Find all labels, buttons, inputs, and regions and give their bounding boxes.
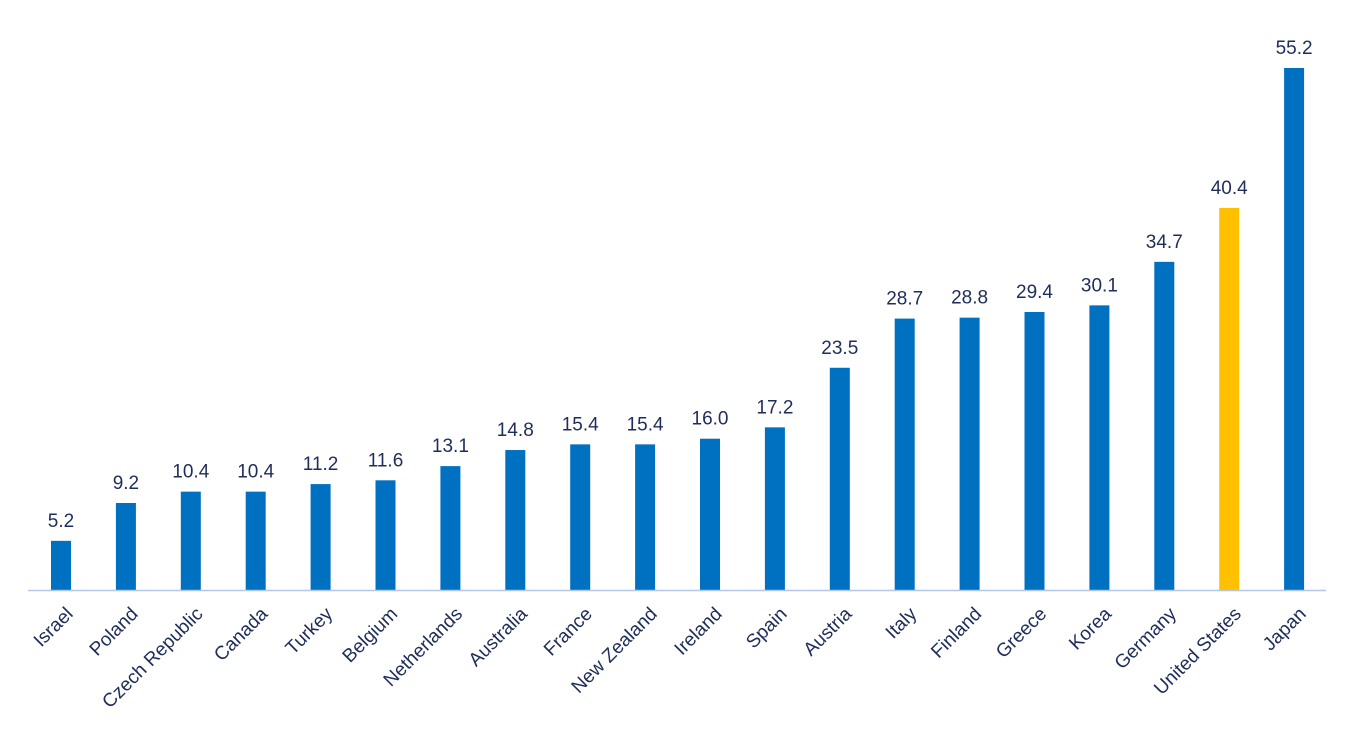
bar-korea	[1089, 305, 1110, 590]
category-label: Poland	[86, 604, 143, 661]
value-label: 9.2	[113, 473, 139, 494]
bar-netherlands	[440, 466, 461, 590]
value-label: 15.4	[562, 414, 599, 435]
value-label: 28.7	[886, 289, 923, 310]
value-label: 17.2	[756, 397, 793, 418]
bar-greece	[1024, 311, 1045, 590]
value-label: 15.4	[627, 414, 664, 435]
category-label: Canada	[210, 603, 272, 665]
value-label: 13.1	[432, 436, 469, 457]
value-label: 28.8	[951, 288, 988, 309]
value-label: 30.1	[1081, 275, 1118, 296]
category-label: Italy	[882, 603, 922, 643]
bar-united-states	[1219, 207, 1240, 590]
bar-finland	[959, 317, 980, 590]
bar-czech-republic	[180, 491, 201, 590]
bar-france	[570, 444, 591, 590]
bar-italy	[894, 318, 915, 590]
category-label: Japan	[1259, 604, 1310, 655]
bar-spain	[764, 427, 785, 590]
bar-australia	[505, 450, 526, 590]
value-label: 40.4	[1211, 178, 1248, 199]
value-label: 10.4	[172, 462, 209, 483]
bar-canada	[245, 491, 266, 590]
value-label: 55.2	[1276, 38, 1313, 59]
category-label: Greece	[992, 604, 1051, 663]
category-label: Australia	[465, 603, 532, 670]
bar-germany	[1154, 261, 1175, 590]
bar-turkey	[310, 484, 331, 590]
value-label: 5.2	[48, 511, 74, 532]
category-label: Korea	[1065, 603, 1116, 654]
category-label: Turkey	[282, 603, 338, 659]
value-label: 23.5	[821, 338, 858, 359]
value-label: 29.4	[1016, 282, 1053, 303]
category-label: Belgium	[339, 604, 402, 667]
category-label: Ireland	[671, 604, 727, 660]
bar-ireland	[700, 438, 720, 590]
category-label: Finland	[927, 604, 986, 663]
category-label: France	[540, 604, 597, 661]
bar-poland	[115, 503, 136, 590]
value-labels-layer: 5.2 9.2 10.4 10.4 11.2 11.6 13.1 14.8 15.4 15.4 16…	[48, 38, 1313, 532]
value-label: 10.4	[237, 462, 274, 483]
value-label: 14.8	[497, 420, 534, 441]
bar-japan	[1284, 68, 1305, 590]
category-label: Austria	[800, 603, 857, 660]
bar-austria	[829, 367, 850, 590]
value-label: 34.7	[1146, 232, 1183, 253]
value-label: 11.2	[303, 454, 339, 475]
bar-israel	[51, 540, 71, 590]
bar-new-zealand	[635, 444, 656, 590]
value-label: 16.0	[692, 409, 729, 430]
bar-belgium	[375, 480, 396, 590]
category-label: Spain	[742, 604, 791, 653]
bars-layer	[51, 68, 1305, 590]
category-label: Israel	[30, 604, 78, 652]
value-label: 11.6	[368, 450, 404, 471]
